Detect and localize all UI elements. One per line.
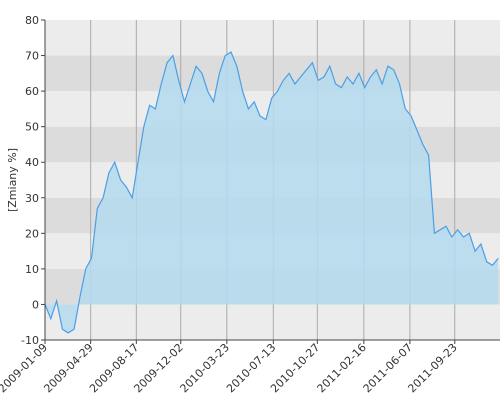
y-tick-label: 60 bbox=[25, 85, 39, 98]
grid-band bbox=[45, 304, 500, 340]
y-axis-label: [Zmiany %] bbox=[6, 148, 19, 212]
y-tick-label: 70 bbox=[25, 50, 39, 63]
line bbox=[44, 51, 499, 334]
y-tick-label: 10 bbox=[25, 263, 39, 276]
y-tick-label: 0 bbox=[32, 298, 39, 311]
grid-band bbox=[45, 20, 500, 56]
grid-band bbox=[45, 55, 500, 92]
y-tick-label: 80 bbox=[25, 14, 39, 27]
y-tick-label: 20 bbox=[25, 227, 39, 240]
y-tick-label: 30 bbox=[25, 192, 39, 205]
area bbox=[45, 52, 499, 333]
y-tick-label: 40 bbox=[25, 156, 39, 169]
y-tick-label: -10 bbox=[21, 334, 39, 347]
y-tick-label: 50 bbox=[25, 121, 39, 134]
